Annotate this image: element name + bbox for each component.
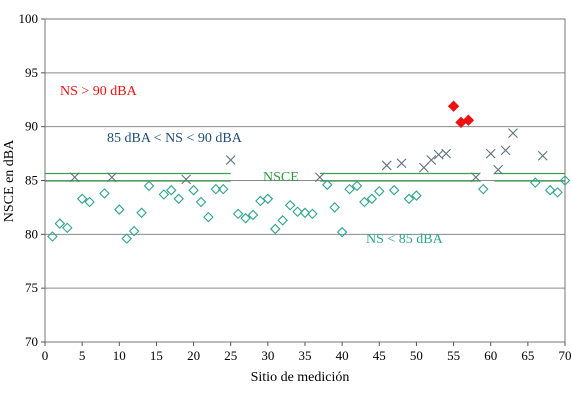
data-point-under-85: [247, 209, 259, 221]
data-point-under-85: [270, 223, 281, 235]
data-point-under-85: [143, 180, 155, 192]
nsce-lines: [45, 172, 565, 182]
data-point-under-85: [173, 193, 184, 205]
x-tick-label: 40: [336, 348, 349, 363]
data-point-under-85: [84, 196, 95, 208]
data-point-under-85: [136, 207, 147, 219]
x-tick-label: 25: [224, 348, 237, 363]
data-point-under-85: [344, 183, 355, 195]
data-point-under-85: [62, 222, 73, 234]
data-point-over-90: [462, 114, 475, 126]
annotation-85-90: 85 dBA < NS < 90 dBA: [107, 131, 243, 146]
data-point-85-to-90: [441, 148, 452, 159]
annotation-over-90: NS > 90 dBA: [60, 84, 138, 99]
data-point-under-85: [284, 199, 296, 211]
data-point-under-85: [188, 184, 199, 196]
data-points: [47, 100, 571, 244]
data-point-under-85: [403, 193, 415, 205]
data-point-under-85: [47, 231, 58, 242]
y-tick-label: 80: [25, 226, 38, 241]
y-tick-label: 75: [25, 280, 38, 295]
data-point-under-85: [336, 226, 348, 238]
x-tick-label: 20: [187, 348, 200, 363]
data-point-under-85: [166, 184, 177, 196]
data-point-under-85: [351, 180, 363, 192]
data-point-under-85: [218, 183, 229, 195]
data-point-85-to-90: [181, 174, 192, 185]
data-point-85-to-90: [381, 160, 392, 171]
axis-ticks: 70 75 80 85 90 95 100 0 5 10 15 20 25 30 35 40 45 50 55 60 6…: [19, 11, 571, 363]
data-point-under-85: [210, 183, 222, 195]
data-point-85-to-90: [500, 145, 511, 156]
data-point-under-85: [359, 196, 370, 208]
y-tick-label: 85: [25, 173, 38, 188]
y-tick-label: 95: [25, 65, 38, 80]
data-point-85-to-90: [396, 158, 407, 169]
data-point-under-85: [299, 207, 311, 219]
data-point-under-85: [76, 193, 88, 205]
data-point-85-to-90: [537, 150, 548, 161]
data-point-85-to-90: [508, 128, 518, 139]
data-point-under-85: [544, 184, 556, 196]
y-tick-label: 100: [19, 11, 39, 26]
data-point-under-85: [128, 225, 140, 237]
annotation-nsce: NSCE: [263, 170, 299, 185]
data-point-85-to-90: [314, 172, 325, 183]
y-tick-label: 90: [25, 119, 38, 134]
data-point-under-85: [559, 175, 571, 186]
data-point-under-85: [478, 183, 489, 195]
data-point-under-85: [195, 196, 207, 208]
data-point-under-85: [292, 206, 303, 218]
data-point-85-to-90: [106, 172, 117, 183]
data-point-85-to-90: [426, 155, 437, 165]
x-tick-label: 55: [447, 348, 460, 363]
data-point-85-to-90: [485, 148, 496, 159]
annotation-under-85: NS < 85 dBA: [366, 232, 444, 247]
data-point-85-to-90: [470, 172, 481, 183]
data-point-under-85: [277, 215, 288, 226]
data-point-under-85: [232, 208, 244, 220]
data-point-under-85: [203, 211, 214, 223]
data-point-under-85: [366, 193, 378, 205]
data-point-under-85: [99, 188, 110, 199]
data-point-under-85: [388, 184, 400, 196]
data-point-under-85: [307, 208, 318, 220]
x-tick-label: 15: [150, 348, 163, 363]
x-tick-label: 70: [559, 348, 571, 363]
data-point-85-to-90: [225, 155, 236, 165]
data-point-over-90: [447, 100, 460, 112]
x-tick-label: 35: [299, 348, 312, 363]
data-point-under-85: [158, 189, 170, 200]
x-axis-title: Sitio de medición: [251, 370, 350, 385]
data-point-85-to-90: [69, 172, 80, 183]
x-tick-label: 10: [113, 348, 126, 363]
data-point-under-85: [114, 204, 125, 215]
data-point-under-85: [121, 233, 132, 244]
data-point-under-85: [374, 185, 385, 197]
data-point-under-85: [329, 202, 340, 213]
data-point-85-to-90: [493, 164, 504, 175]
data-point-under-85: [530, 177, 541, 188]
x-tick-label: 65: [521, 348, 534, 363]
y-axis-title: NSCE en dBA: [2, 139, 17, 222]
x-tick-label: 5: [79, 348, 86, 363]
data-point-under-85: [552, 187, 563, 198]
data-point-under-85: [262, 193, 274, 205]
data-point-under-85: [54, 218, 66, 229]
data-point-under-85: [411, 190, 422, 201]
x-tick-label: 0: [42, 348, 49, 363]
x-tick-label: 50: [410, 348, 423, 363]
data-point-under-85: [322, 179, 333, 191]
x-tick-label: 45: [373, 348, 386, 363]
y-tick-label: 70: [25, 334, 38, 349]
x-tick-label: 60: [484, 348, 497, 363]
x-tick-label: 30: [261, 348, 274, 363]
data-point-under-85: [240, 212, 251, 224]
